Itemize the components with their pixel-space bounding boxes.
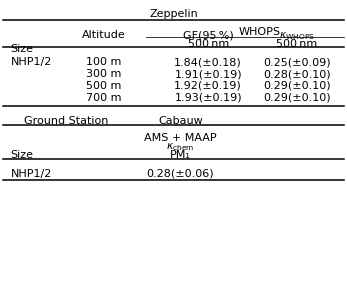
Text: 1.84(±0.18): 1.84(±0.18) (174, 57, 242, 67)
Text: 100 m: 100 m (86, 57, 122, 67)
Text: 500 nm: 500 nm (188, 39, 229, 49)
Text: $\kappa_{\mathregular{WHOPS}}$: $\kappa_{\mathregular{WHOPS}}$ (279, 30, 315, 42)
Text: Altitude: Altitude (82, 30, 126, 40)
Text: $\kappa_{\mathregular{chem}}$: $\kappa_{\mathregular{chem}}$ (166, 141, 195, 153)
Text: 1.93(±0.19): 1.93(±0.19) (175, 93, 242, 103)
Text: Ground Station: Ground Station (24, 116, 108, 126)
Text: Zeppelin: Zeppelin (149, 9, 198, 19)
Text: Size: Size (10, 150, 33, 160)
Text: GF(95 %): GF(95 %) (183, 30, 234, 40)
Text: 700 m: 700 m (86, 93, 122, 103)
Text: 500 nm: 500 nm (276, 39, 317, 49)
Text: Size: Size (10, 44, 33, 54)
Text: 0.29(±0.10): 0.29(±0.10) (263, 93, 330, 103)
Text: 0.28(±0.10): 0.28(±0.10) (263, 69, 330, 79)
Text: PM₁: PM₁ (170, 150, 191, 160)
Text: WHOPS: WHOPS (238, 27, 280, 37)
Text: 1.92(±0.19): 1.92(±0.19) (174, 81, 242, 91)
Text: 0.28(±0.06): 0.28(±0.06) (147, 169, 214, 179)
Text: 1.91(±0.19): 1.91(±0.19) (175, 69, 242, 79)
Text: 300 m: 300 m (86, 69, 122, 79)
Text: NHP1/2: NHP1/2 (10, 57, 52, 67)
Text: AMS + MAAP: AMS + MAAP (144, 133, 217, 143)
Text: NHP1/2: NHP1/2 (10, 169, 52, 179)
Text: 0.25(±0.09): 0.25(±0.09) (263, 57, 330, 67)
Text: Cabauw: Cabauw (158, 116, 203, 126)
Text: 500 m: 500 m (86, 81, 122, 91)
Text: 0.29(±0.10): 0.29(±0.10) (263, 81, 330, 91)
